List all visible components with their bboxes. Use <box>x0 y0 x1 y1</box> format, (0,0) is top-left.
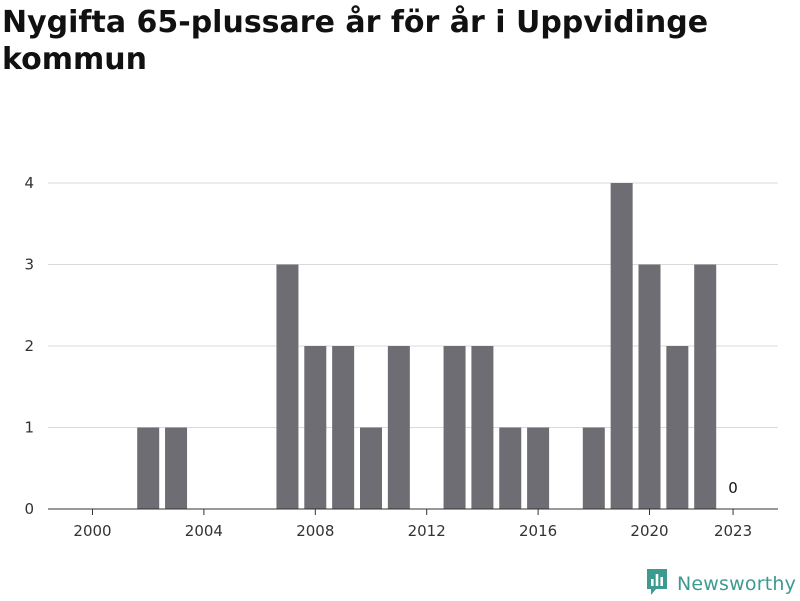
y-tick-label: 1 <box>24 419 34 437</box>
data-label-2023: 0 <box>728 479 738 497</box>
bar-2022 <box>694 264 717 509</box>
labels: 0 1 2 3 4 2000 2004 2008 2012 2016 2020 2023 0 <box>24 174 752 540</box>
x-tick-label: 2008 <box>296 522 334 540</box>
bar-2007 <box>276 264 299 509</box>
bar-2011 <box>387 346 410 509</box>
x-tick-label: 2004 <box>185 522 223 540</box>
y-tick-label: 3 <box>24 256 34 274</box>
bar-2013 <box>443 346 466 509</box>
bar-2015 <box>499 427 522 509</box>
axes <box>48 508 778 515</box>
bar-2016 <box>527 427 550 509</box>
bar-2003 <box>165 427 188 509</box>
bar-2002 <box>137 427 160 509</box>
x-tick-label: 2023 <box>714 522 752 540</box>
bar-2009 <box>332 346 355 509</box>
brand-logo: Newsworthy <box>645 568 796 600</box>
bar-2021 <box>666 346 689 509</box>
y-tick-label: 0 <box>24 500 34 518</box>
bar-2020 <box>638 264 661 509</box>
bar-2010 <box>360 427 382 509</box>
y-tick-label: 2 <box>24 337 34 355</box>
newsworthy-logo-icon <box>645 567 669 601</box>
chart-title: Nygifta 65-plussare år för år i Uppvidin… <box>2 5 709 77</box>
bar-2019 <box>610 183 633 509</box>
bar-2014 <box>471 346 494 509</box>
x-tick-label: 2012 <box>408 522 446 540</box>
brand-name: Newsworthy <box>677 573 797 595</box>
y-tick-label: 4 <box>24 174 34 192</box>
bar-2008 <box>304 346 327 509</box>
x-tick-label: 2016 <box>519 522 557 540</box>
bar-2018 <box>582 427 605 509</box>
x-tick-label: 2000 <box>73 522 111 540</box>
bars <box>137 183 717 509</box>
x-tick-label: 2020 <box>630 522 668 540</box>
